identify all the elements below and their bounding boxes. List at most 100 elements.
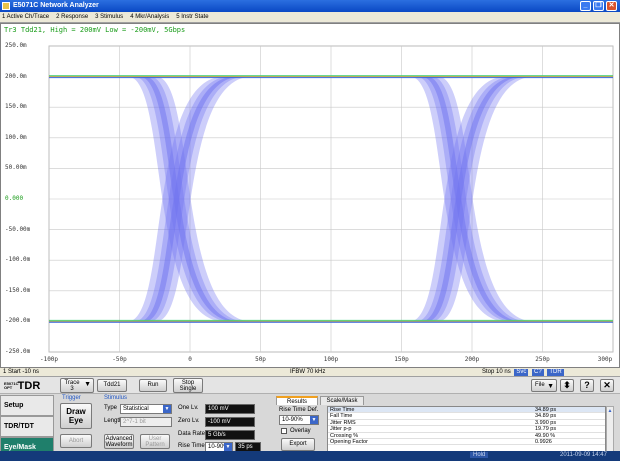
logo-tdr: TDR — [17, 380, 41, 392]
result-name: Jitter p-p — [330, 426, 352, 433]
tab-results[interactable]: Results — [276, 396, 318, 405]
type-select[interactable]: Statistical ▼ — [120, 404, 172, 414]
table-row[interactable]: Opening Factor 0.9926 — [328, 438, 605, 446]
datetime-label: 2011-09-09 14:47 — [560, 452, 607, 458]
menu-stimulus[interactable]: 3 Stimulus — [95, 14, 124, 20]
maximize-button[interactable]: ❐ — [593, 1, 604, 11]
x-tick-label: 150p — [394, 356, 409, 363]
run-button[interactable]: Run — [139, 379, 167, 392]
user-pattern-button[interactable]: User Pattern — [140, 434, 170, 449]
y-tick-label: -200.0m — [5, 317, 31, 325]
result-name: Jitter RMS — [330, 419, 356, 426]
y-tick-label: -250.0m — [5, 348, 31, 355]
stop-label: Stop 10 ns Svc C? TDR — [482, 368, 564, 377]
menu-bar: 1 Active Ch/Trace 2 Response 3 Stimulus … — [0, 12, 620, 23]
minimize-button[interactable]: _ — [580, 1, 591, 11]
y-tick-label: 250.0m — [5, 42, 27, 49]
result-value: 34.89 ps — [535, 413, 557, 420]
table-row[interactable]: Crossing % 49.90 % — [328, 433, 605, 439]
window-title: E5071C Network Analyzer — [13, 2, 99, 9]
y-tick-label: 150.0m — [5, 103, 27, 111]
trace-dropdown-icon: ▼ — [84, 381, 91, 388]
tab-tdr-tdt[interactable]: TDR/TDT — [0, 416, 54, 437]
close-panel-button[interactable]: ✕ — [600, 379, 614, 392]
stop-single-button[interactable]: Stop Single — [173, 378, 203, 393]
eye-falling-edge — [421, 76, 523, 322]
eye-rising-edge — [127, 76, 253, 322]
file-dropdown-icon: ▼ — [547, 383, 554, 390]
trigger-group-label: Trigger — [62, 395, 81, 401]
eye-falling-edge — [134, 76, 246, 322]
x-tick-label: 0 — [188, 356, 192, 363]
y-tick-label: 50.00m — [5, 164, 27, 172]
tdd21-button[interactable]: Tdd21 — [97, 379, 127, 392]
zero-level-label: Zero Lv. — [178, 418, 200, 424]
type-label: Type — [104, 405, 118, 411]
one-level-field[interactable]: 100 mV — [205, 404, 255, 414]
x-tick-label: 250p — [535, 356, 550, 363]
close-window-button[interactable]: ✕ — [606, 1, 617, 11]
app-icon — [2, 2, 10, 10]
x-tick-label: 100p — [323, 356, 339, 363]
export-button[interactable]: Export — [281, 438, 315, 451]
tdr-badge: TDR — [547, 369, 564, 376]
rise-time-def-select[interactable]: 10-90% ▼ — [279, 415, 319, 425]
result-name: Crossing % — [330, 432, 359, 439]
y-tick-label: 0.000 — [5, 195, 24, 202]
up-down-arrows-icon[interactable]: ⬍ — [560, 379, 574, 392]
table-row[interactable]: Jitter p-p 19.79 ps — [328, 426, 605, 433]
advanced-waveform-button[interactable]: Advanced Waveform — [104, 434, 134, 449]
menu-mkr-analysis[interactable]: 4 Mkr/Analysis — [130, 14, 170, 20]
start-label: 1 Start -10 ns — [3, 369, 40, 375]
length-label: Length — [104, 418, 123, 424]
y-tick-label: -50.00m — [5, 225, 31, 233]
eye-rising-edge — [421, 76, 523, 322]
plot-window[interactable]: Tr3 Tdd21, High = 200mV Low = -200mV, 5G… — [0, 23, 620, 368]
length-value: 2^7-1 bit — [123, 419, 146, 425]
file-button[interactable]: File ▼ — [531, 379, 557, 392]
tab-setup[interactable]: Setup — [0, 395, 54, 416]
y-tick-label: -150.0m — [5, 286, 31, 294]
cal-badge: C? — [532, 369, 544, 376]
length-select[interactable]: 2^7-1 bit — [120, 417, 172, 427]
abort-button[interactable]: Abort — [60, 434, 92, 448]
overlay-label: Overlay — [290, 428, 311, 434]
menu-response[interactable]: 2 Response — [56, 14, 89, 20]
eye-rising-edge — [409, 76, 535, 322]
data-rate-field[interactable]: 5 Gb/s — [205, 430, 255, 440]
trace-header: Tr3 Tdd21, High = 200mV Low = -200mV, 5G… — [4, 26, 186, 34]
data-rate-label: Data Rate — [178, 431, 206, 437]
table-row[interactable]: Jitter RMS 3.990 ps — [328, 419, 605, 427]
hold-indicator: Hold — [470, 452, 489, 458]
eye-falling-edge — [409, 76, 535, 322]
result-value: 34.89 ps — [535, 407, 557, 413]
x-tick-label: -100p — [39, 356, 59, 363]
tdr-panel: E5071C OPT TDR Trace 3 ▼ Tdd21 Run Stop … — [0, 377, 620, 461]
table-row[interactable]: Fall Time 34.89 ps — [328, 413, 605, 420]
y-tick-label: 200.0m — [5, 72, 27, 80]
table-row[interactable]: Rise Time 34.89 ps — [328, 407, 605, 414]
eye-diagram-chart[interactable] — [1, 24, 619, 367]
result-name: Rise Time — [330, 407, 355, 413]
overlay-checkbox[interactable] — [281, 428, 287, 434]
stimulus-group-label: Stimulus — [104, 395, 128, 401]
x-tick-label: 300p — [597, 356, 613, 363]
result-name: Opening Factor — [330, 438, 368, 445]
help-button[interactable]: ? — [580, 379, 594, 392]
tab-scale-mask[interactable]: Scale/Mask — [320, 396, 364, 405]
x-tick-label: 50p — [255, 356, 266, 363]
eye-rising-edge — [134, 76, 246, 322]
result-value: 0.9926 — [535, 438, 552, 445]
scroll-up-icon[interactable]: ▲ — [607, 408, 613, 414]
trace-button-label: Trace 3 — [64, 380, 80, 392]
menu-instr-state[interactable]: 5 Instr State — [176, 14, 209, 20]
draw-eye-button[interactable]: Draw Eye — [60, 403, 92, 429]
trace-button[interactable]: Trace 3 ▼ — [60, 378, 94, 393]
zero-level-field[interactable]: -100 mV — [205, 417, 255, 427]
menu-active-ch-trace[interactable]: 1 Active Ch/Trace — [2, 14, 50, 20]
rise-time-mode-value: 10-90% — [208, 444, 229, 450]
x-tick-label: -50p — [112, 356, 127, 363]
result-value: 49.90 % — [535, 432, 556, 439]
svc-badge: Svc — [514, 369, 529, 376]
result-value: 3.990 ps — [535, 419, 557, 426]
